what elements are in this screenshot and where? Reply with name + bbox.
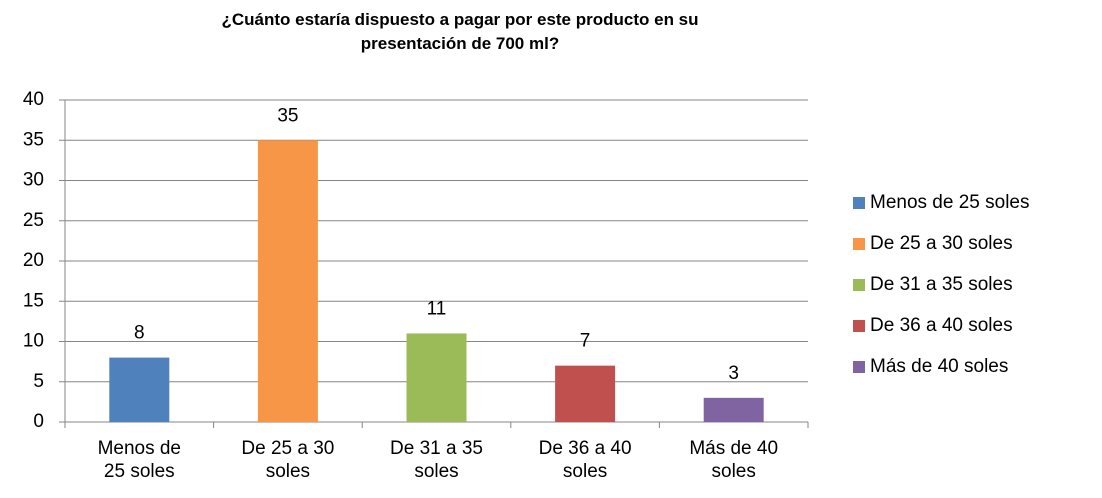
x-tick-label: Menos de 25 soles — [97, 438, 182, 482]
data-label: 7 — [580, 331, 591, 352]
bar — [406, 333, 467, 422]
y-tick-label: 20 — [23, 250, 44, 271]
legend-swatch — [853, 197, 865, 209]
x-tick-label: De 36 a 40 soles — [538, 438, 632, 482]
legend-label: Menos de 25 soles — [870, 192, 1030, 213]
y-tick-label: 10 — [23, 331, 44, 352]
chart-title: ¿Cuánto estaría dispuesto a pagar por es… — [221, 10, 699, 53]
data-label: 11 — [427, 298, 447, 319]
legend-swatch — [853, 238, 865, 250]
y-tick-label: 25 — [23, 210, 44, 231]
bar — [257, 140, 318, 422]
x-tick-label: Más de 40 soles — [689, 438, 779, 482]
y-tick-label: 15 — [23, 290, 44, 311]
legend-label: Más de 40 soles — [870, 356, 1008, 377]
bar — [109, 357, 170, 422]
x-tick-label: De 25 a 30 soles — [241, 438, 335, 482]
legend-swatch — [853, 361, 865, 373]
y-tick-label: 0 — [33, 411, 44, 432]
x-tick-label: De 31 a 35 soles — [390, 438, 483, 482]
legend-swatch — [853, 320, 865, 332]
y-tick-label: 35 — [23, 129, 44, 150]
y-tick-label: 40 — [23, 89, 44, 110]
bar — [555, 365, 616, 422]
y-tick-label: 30 — [23, 170, 44, 191]
legend-label: De 36 a 40 soles — [870, 315, 1013, 336]
legend-label: De 25 a 30 soles — [870, 233, 1013, 254]
data-label: 35 — [277, 105, 298, 126]
data-label: 3 — [728, 363, 739, 384]
data-label: 8 — [134, 323, 145, 344]
bar — [703, 397, 764, 422]
legend-label: De 31 a 35 soles — [870, 274, 1013, 295]
legend-swatch — [853, 279, 865, 291]
y-tick-label: 5 — [33, 371, 44, 392]
